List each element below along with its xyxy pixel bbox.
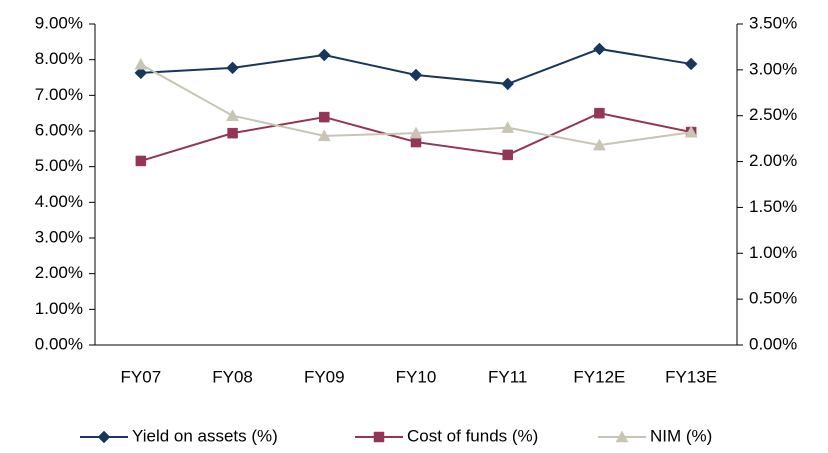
x-tick-label: FY08 <box>212 367 253 386</box>
data-point <box>409 126 423 139</box>
data-point <box>134 66 148 80</box>
y-tick-label: 8.00% <box>35 49 83 68</box>
data-point <box>410 136 422 148</box>
y2-tick-label: 3.50% <box>749 13 797 32</box>
legend-label: Cost of funds (%) <box>407 426 538 445</box>
x-tick-label: FY12E <box>573 367 625 386</box>
y2-tick-label: 2.00% <box>749 151 797 170</box>
data-point <box>317 129 331 142</box>
x-tick-label: FY07 <box>121 367 162 386</box>
legend-label: NIM (%) <box>650 426 712 445</box>
y2-tick-label: 0.00% <box>749 334 797 353</box>
data-point <box>134 57 148 70</box>
y-tick-label: 3.00% <box>35 227 83 246</box>
legend-marker <box>97 430 111 444</box>
y2-tick-label: 2.50% <box>749 105 797 124</box>
data-point <box>593 138 606 151</box>
legend-marker <box>615 430 629 443</box>
y-tick-label: 7.00% <box>35 85 83 104</box>
data-point <box>593 42 606 56</box>
data-point <box>135 155 147 167</box>
data-point <box>684 57 698 71</box>
y2-tick-label: 0.50% <box>749 289 797 308</box>
y-tick-label: 1.00% <box>35 299 83 318</box>
data-point <box>501 77 515 91</box>
data-point <box>319 111 330 123</box>
y2-tick-label: 3.00% <box>749 59 797 78</box>
x-tick-label: FY10 <box>396 367 437 386</box>
y-tick-label: 9.00% <box>35 13 83 32</box>
y2-tick-label: 1.00% <box>749 243 797 262</box>
data-point <box>409 68 423 82</box>
data-point <box>501 121 515 133</box>
data-point <box>317 48 331 62</box>
legend-marker <box>373 431 385 443</box>
data-point <box>226 61 239 75</box>
data-point <box>226 109 239 121</box>
y-tick-label: 4.00% <box>35 192 83 211</box>
y2-tick-label: 1.50% <box>749 197 797 216</box>
x-tick-label: FY09 <box>304 367 345 386</box>
data-point <box>502 149 513 161</box>
data-point <box>227 127 238 139</box>
x-tick-label: FY13E <box>665 367 717 386</box>
data-point <box>684 125 698 138</box>
legend-label: Yield on assets (%) <box>132 426 278 445</box>
x-tick-label: FY11 <box>488 367 527 386</box>
y-tick-label: 0.00% <box>35 334 83 353</box>
y-tick-label: 5.00% <box>35 156 83 175</box>
y-tick-label: 6.00% <box>35 120 83 139</box>
data-point <box>594 107 605 119</box>
y-tick-label: 2.00% <box>35 263 83 282</box>
